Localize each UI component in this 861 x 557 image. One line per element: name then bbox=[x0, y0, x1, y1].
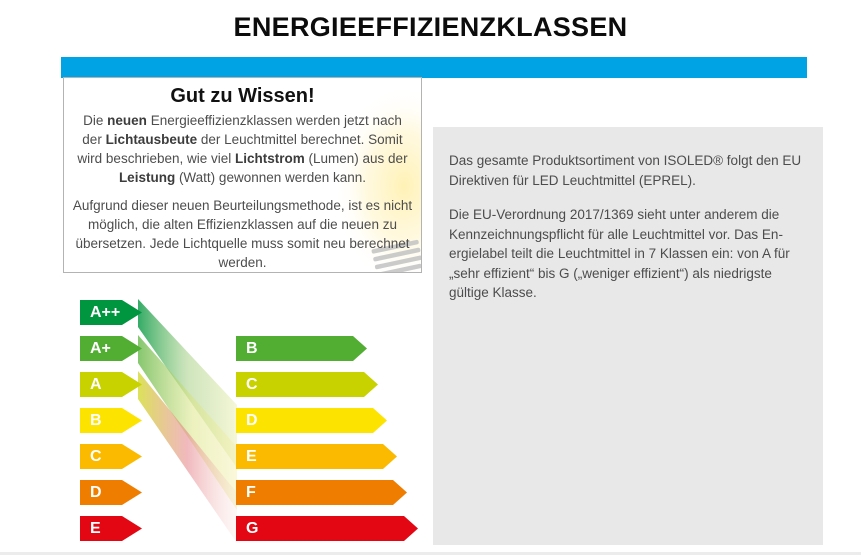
bulb-glow bbox=[334, 86, 421, 272]
arrow-new-f: F bbox=[236, 480, 407, 505]
beam-from-a bbox=[138, 371, 237, 543]
arrow-label: A++ bbox=[90, 304, 121, 321]
arrow-label: B bbox=[90, 412, 102, 429]
info-box-content: Gut zu Wissen! Die neuen Energieeffizien… bbox=[64, 78, 421, 272]
info-box: Gut zu Wissen! Die neuen Energieeffizien… bbox=[63, 77, 422, 273]
arrow-label: F bbox=[246, 484, 256, 501]
arrow-old-a++: A++ bbox=[80, 300, 142, 325]
arrow-old-e: E bbox=[80, 516, 142, 541]
page-title: ENERGIEEFFIZIENZKLASSEN bbox=[233, 12, 628, 42]
bulb-screw-icon bbox=[371, 239, 421, 272]
arrow-new-g: G bbox=[236, 516, 418, 541]
info-paragraph-1: Die neuen Energieeffizienzklassen werden… bbox=[77, 113, 408, 185]
info-box-heading: Gut zu Wissen! bbox=[170, 85, 315, 107]
arrow-new-c: C bbox=[236, 372, 378, 397]
arrow-label: D bbox=[246, 412, 258, 429]
arrow-label: E bbox=[90, 520, 101, 537]
accent-bar bbox=[61, 57, 807, 78]
arrow-new-b: B bbox=[236, 336, 367, 361]
panel-paragraph-1: Das gesamte Produktsortiment von ISOLED®… bbox=[449, 153, 802, 188]
arrow-label: B bbox=[246, 340, 258, 357]
arrow-label: C bbox=[90, 448, 102, 465]
arrow-label: E bbox=[246, 448, 257, 465]
arrow-old-d: D bbox=[80, 480, 142, 505]
arrow-new-e: E bbox=[236, 444, 397, 469]
arrow-label: A bbox=[90, 376, 102, 393]
arrow-label: D bbox=[90, 484, 102, 501]
beam-from-a-plus bbox=[138, 335, 237, 510]
bottom-section-edge bbox=[0, 552, 861, 555]
product-info-panel: Das gesamte Produktsortiment von ISOLED®… bbox=[433, 127, 823, 545]
arrow-label: A+ bbox=[90, 340, 111, 357]
arrow-old-a+: A+ bbox=[80, 336, 142, 361]
info-paragraph-2: Aufgrund dieser neuen Beurteilungsmethod… bbox=[72, 198, 413, 270]
arrow-label: C bbox=[246, 376, 258, 393]
arrow-old-c: C bbox=[80, 444, 142, 469]
arrow-old-b: B bbox=[80, 408, 142, 433]
arrow-old-a: A bbox=[80, 372, 142, 397]
arrow-new-d: D bbox=[236, 408, 387, 433]
beam-from-a-plus-plus bbox=[138, 299, 237, 468]
lightbulb-watermark-icon bbox=[334, 86, 421, 272]
arrow-label: G bbox=[246, 520, 259, 537]
panel-paragraph-2: Die EU-Verordnung 2017/1369 sieht unter … bbox=[449, 207, 790, 300]
